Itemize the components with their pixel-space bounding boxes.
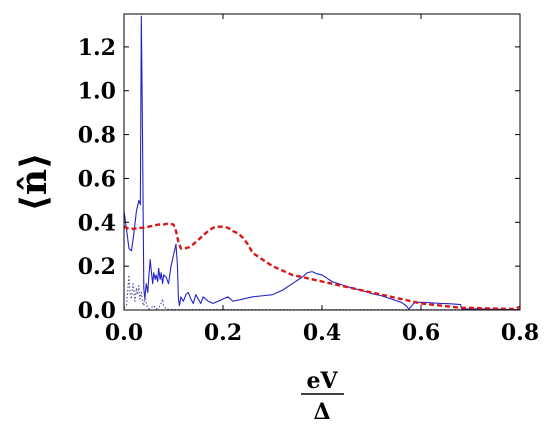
x-axis-label-denominator: Δ (313, 399, 330, 425)
series-line-dotted (124, 274, 520, 310)
x-axis-label-numerator: eV (306, 368, 338, 394)
tick-layer: 0.0 0.2 0.4 0.6 0.8 0.0 0.2 0.4 0.6 0.8 1.0 1.2 (78, 14, 539, 346)
x-tick-label: 0.8 (501, 320, 539, 346)
x-tick-label: 0.6 (402, 320, 440, 346)
y-tick-label: 1.0 (78, 79, 116, 105)
plot-background (124, 14, 520, 310)
y-tick-label: 1.2 (78, 35, 116, 61)
series-layer (124, 15, 520, 310)
y-tick-label: 0.6 (78, 166, 116, 192)
y-tick-label: 0.4 (78, 210, 116, 236)
series-line-solid (124, 15, 520, 310)
y-tick-label: 0.2 (78, 254, 116, 280)
x-tick-label: 0.4 (303, 320, 341, 346)
y-axis-label: ⟨n̂⟩ (13, 152, 55, 211)
series-line-dashed (124, 222, 520, 310)
x-tick-label: 0.0 (105, 320, 143, 346)
y-tick-label: 0.8 (78, 123, 116, 149)
y-tick-label: 0.0 (78, 298, 116, 324)
x-tick-label: 0.2 (204, 320, 242, 346)
